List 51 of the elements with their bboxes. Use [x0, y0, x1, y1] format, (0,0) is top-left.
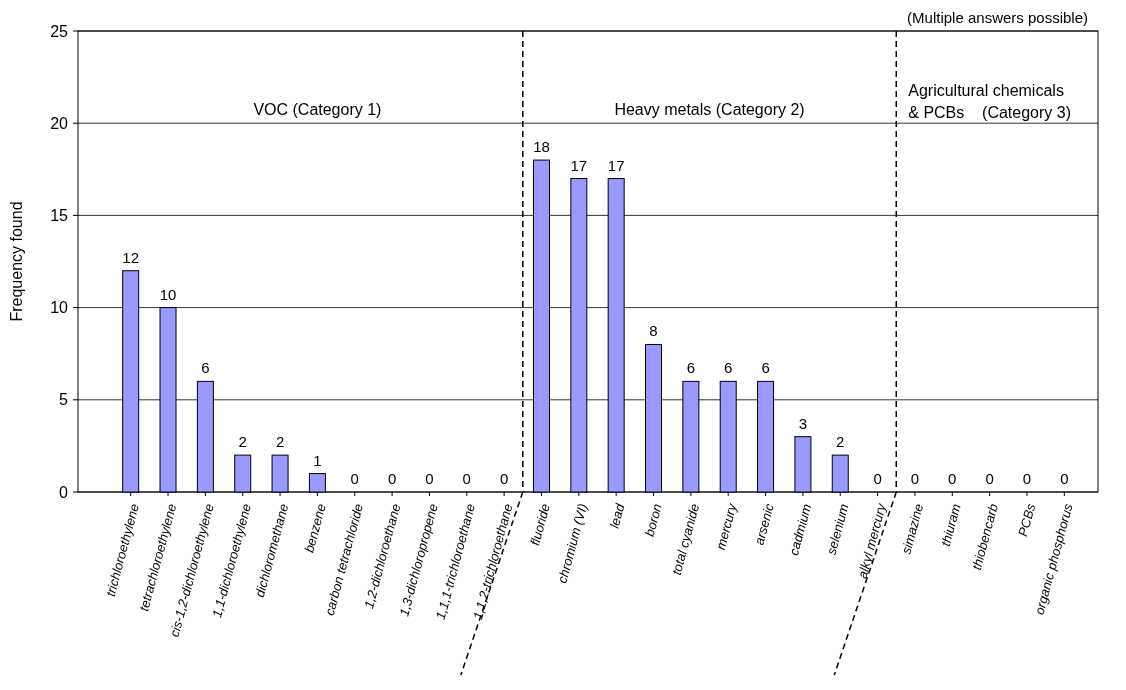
data-label: 0 — [985, 470, 994, 487]
annotation: Heavy metals (Category 2) — [614, 101, 805, 118]
data-label: 17 — [607, 156, 625, 174]
y-tick-label: 0 — [59, 483, 69, 501]
y-tick-label: 5 — [59, 391, 69, 409]
annotation: Agricultural chemicals & PCBs (Category 3) — [908, 82, 1071, 121]
data-label: 0 — [499, 470, 509, 487]
data-label: 12 — [122, 248, 140, 266]
annotation: VOC (Category 1) — [253, 101, 382, 118]
data-label: 0 — [350, 470, 359, 487]
x-tick-label: mercury — [712, 500, 740, 552]
y-axis-title: Frequency found — [8, 201, 25, 322]
data-label: 17 — [570, 156, 588, 174]
data-label: 6 — [201, 359, 210, 377]
x-tick-label: benzene — [301, 502, 329, 555]
data-label: 2 — [275, 433, 285, 451]
data-label: 0 — [425, 470, 434, 487]
x-tick-label: selenium — [823, 501, 852, 557]
y-tick-label: 25 — [50, 22, 69, 40]
data-label: 0 — [462, 470, 471, 487]
data-label: 18 — [533, 138, 550, 156]
data-label: 0 — [387, 470, 397, 487]
data-label: 2 — [836, 433, 845, 451]
data-label: 0 — [1060, 470, 1069, 487]
x-tick-label: cadmium — [786, 501, 815, 557]
data-label: 10 — [159, 285, 177, 303]
data-label: 2 — [238, 433, 247, 451]
data-label: 6 — [761, 359, 770, 377]
data-label: 0 — [873, 470, 882, 487]
data-label: 1 — [313, 451, 322, 469]
data-label: 0 — [1022, 470, 1032, 487]
text: (Multiple answers possible) — [907, 9, 1088, 26]
x-tick-label: alkyl mercury — [854, 500, 890, 580]
y-tick-label: 10 — [50, 299, 69, 317]
data-label: 6 — [724, 359, 733, 377]
x-tick-label: PCBs — [1015, 501, 1039, 539]
x-tick-label: boron — [641, 502, 665, 539]
x-tick-label: fluoride — [527, 502, 553, 548]
data-label: 8 — [649, 322, 658, 340]
y-tick-label: 15 — [50, 207, 69, 224]
x-tick-label: thiuram — [937, 501, 964, 548]
y-tick-label: 20 — [50, 114, 69, 132]
data-label: 0 — [948, 470, 957, 487]
x-tick-label: chromium (VI) — [554, 502, 591, 585]
x-tick-label: arsenic — [751, 501, 777, 547]
x-tick-label: simazine — [898, 502, 927, 556]
data-label: 0 — [910, 470, 920, 487]
data-label: 6 — [686, 359, 696, 377]
data-label: 3 — [798, 414, 808, 432]
x-tick-label: lead — [606, 501, 628, 530]
x-tick-label: total cyanide — [668, 502, 703, 577]
